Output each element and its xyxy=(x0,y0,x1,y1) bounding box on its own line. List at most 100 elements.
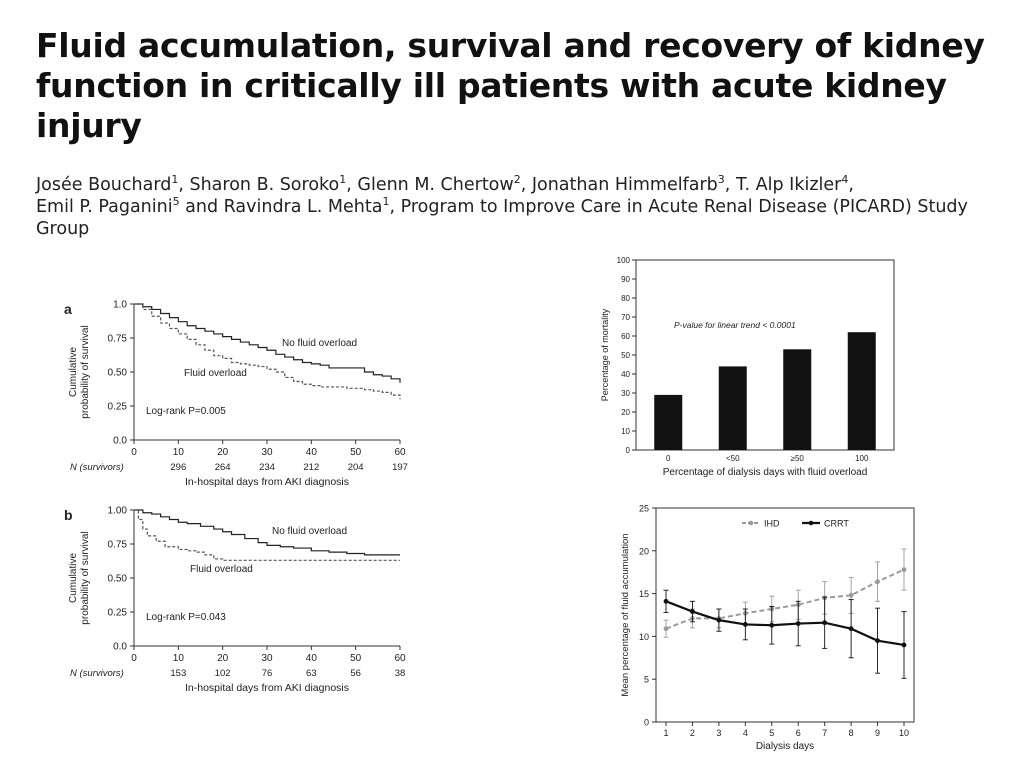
y-tick-label: 0.50 xyxy=(108,368,128,379)
trend-annotation: P-value for linear trend < 0.0001 xyxy=(674,320,796,330)
data-point xyxy=(690,609,695,614)
author-affiliation-number: 3 xyxy=(717,173,725,187)
bar xyxy=(847,332,876,450)
x-tick-label: 9 xyxy=(875,728,880,738)
y-tick-label: 0 xyxy=(644,718,649,728)
series-line-fluid-overload xyxy=(134,303,401,400)
n-survivors-value: 76 xyxy=(262,668,273,679)
x-tick-label: 20 xyxy=(217,447,229,458)
x-tick-label: 10 xyxy=(173,653,185,664)
y-axis-label: Cumulativeprobability of survival xyxy=(68,325,91,418)
n-survivors-value: 38 xyxy=(395,668,406,679)
y-tick-label: 80 xyxy=(621,294,630,303)
data-point xyxy=(663,598,669,604)
bar xyxy=(783,349,812,450)
legend-label-crrt: CRRT xyxy=(824,519,849,529)
study-group: Program to Improve Care in Acute Renal D… xyxy=(36,197,968,239)
x-tick-label: 6 xyxy=(796,728,801,738)
data-point xyxy=(822,620,828,626)
panel-letter: a xyxy=(64,301,72,317)
n-survivors-value: 204 xyxy=(348,462,364,473)
x-axis-label: Dialysis days xyxy=(756,741,814,752)
series-label: No fluid overload xyxy=(282,338,357,349)
author-name: T. Alp Ikizler xyxy=(735,175,842,195)
legend-marker-ihd xyxy=(748,520,754,526)
data-point xyxy=(848,626,854,632)
n-survivors-value: 102 xyxy=(215,668,231,679)
author-affiliation-number: 4 xyxy=(841,173,849,187)
data-point xyxy=(716,617,722,623)
n-survivors-value: 296 xyxy=(170,462,186,473)
mortality-bar-chart: 0 10 20 30 40 50 60 70 80 90 100 Percentage of mort… xyxy=(600,256,895,478)
log-rank-annotation: Log-rank P=0.043 xyxy=(146,612,226,623)
x-tick-label: 30 xyxy=(261,653,273,664)
data-point xyxy=(848,592,854,598)
y-tick-label: 50 xyxy=(621,351,630,360)
series-line-crrt xyxy=(665,600,905,647)
y-tick-label: 1.00 xyxy=(108,506,128,517)
x-tick-label: 60 xyxy=(394,653,406,664)
y-tick-label: 60 xyxy=(621,332,630,341)
y-tick-label: 40 xyxy=(621,370,630,379)
x-tick-label: 5 xyxy=(769,728,774,738)
y-tick-label: 0.0 xyxy=(113,436,127,447)
x-tick-label: 40 xyxy=(306,447,318,458)
legend-marker-crrt xyxy=(808,520,814,526)
data-point xyxy=(901,567,907,573)
fluid-accumulation-line-chart: 0 5 10 15 20 25 1 2 3 4 5 6 7 8 9 10 Dialysis days Mean p… xyxy=(620,504,915,752)
series-line-no-fluid-overload xyxy=(134,509,400,556)
y-tick-label: 5 xyxy=(644,675,649,685)
x-tick-label: ≥50 xyxy=(791,454,805,463)
author-name: Sharon B. Soroko xyxy=(189,175,340,195)
author-name: Ravindra L. Mehta xyxy=(223,197,383,217)
x-tick-label: 20 xyxy=(217,653,229,664)
series-label: Fluid overload xyxy=(184,368,247,379)
x-axis-label: Percentage of dialysis days with fluid o… xyxy=(663,467,868,478)
data-point xyxy=(742,622,748,627)
x-tick-label: 100 xyxy=(855,454,869,463)
y-tick-label: 0.75 xyxy=(108,334,128,345)
n-survivors-value: 234 xyxy=(259,462,275,473)
author-name: Emil P. Paganini xyxy=(36,197,173,217)
series-line-no-fluid-overload xyxy=(134,303,401,383)
n-survivors-value: 212 xyxy=(303,462,319,473)
author-list: Josée Bouchard1, Sharon B. Soroko1, Glen… xyxy=(36,173,968,239)
x-tick-label: 7 xyxy=(822,728,827,738)
x-axis-label: In-hospital days from AKI diagnosis xyxy=(185,682,349,694)
n-survivors-value: 264 xyxy=(215,462,231,473)
series-line-ihd xyxy=(665,568,905,630)
author-affiliation-number: 1 xyxy=(382,195,390,209)
y-tick-label: 10 xyxy=(639,632,649,642)
data-point xyxy=(663,626,669,632)
x-tick-label: 50 xyxy=(350,653,362,664)
panel-letter: b xyxy=(64,507,73,523)
plot-frame xyxy=(655,507,915,723)
x-tick-label: 50 xyxy=(350,447,362,458)
x-tick-label: 3 xyxy=(716,728,721,738)
n-survivors-value: 63 xyxy=(306,668,317,679)
series-label: Fluid overload xyxy=(190,564,253,575)
series-label: No fluid overload xyxy=(272,526,347,537)
x-tick-label: 8 xyxy=(849,728,854,738)
data-point xyxy=(769,622,775,628)
n-survivors-value: 56 xyxy=(350,668,361,679)
y-tick-label: 0.75 xyxy=(108,540,128,551)
y-tick-label: 15 xyxy=(639,589,649,599)
x-tick-label: 0 xyxy=(131,653,137,664)
y-tick-label: 30 xyxy=(621,389,630,398)
y-tick-label: 25 xyxy=(639,504,649,514)
author-name: Jonathan Himmelfarb xyxy=(531,175,718,195)
author-affiliation-number: 1 xyxy=(171,173,179,187)
author-affiliation-number: 1 xyxy=(339,173,347,187)
bar xyxy=(718,366,747,450)
author-name: Josée Bouchard xyxy=(36,175,172,195)
bar xyxy=(654,394,683,450)
x-tick-label: 2 xyxy=(690,728,695,738)
y-tick-label: 0.25 xyxy=(108,608,128,619)
author-affiliation-number: 5 xyxy=(172,195,180,209)
y-tick-label: 10 xyxy=(621,427,630,436)
y-tick-label: 1.0 xyxy=(113,300,127,311)
y-tick-label: 0.0 xyxy=(113,642,127,653)
y-axis-label: Mean percentage of fluid accumulation xyxy=(620,533,631,696)
x-tick-label: 1 xyxy=(663,728,668,738)
